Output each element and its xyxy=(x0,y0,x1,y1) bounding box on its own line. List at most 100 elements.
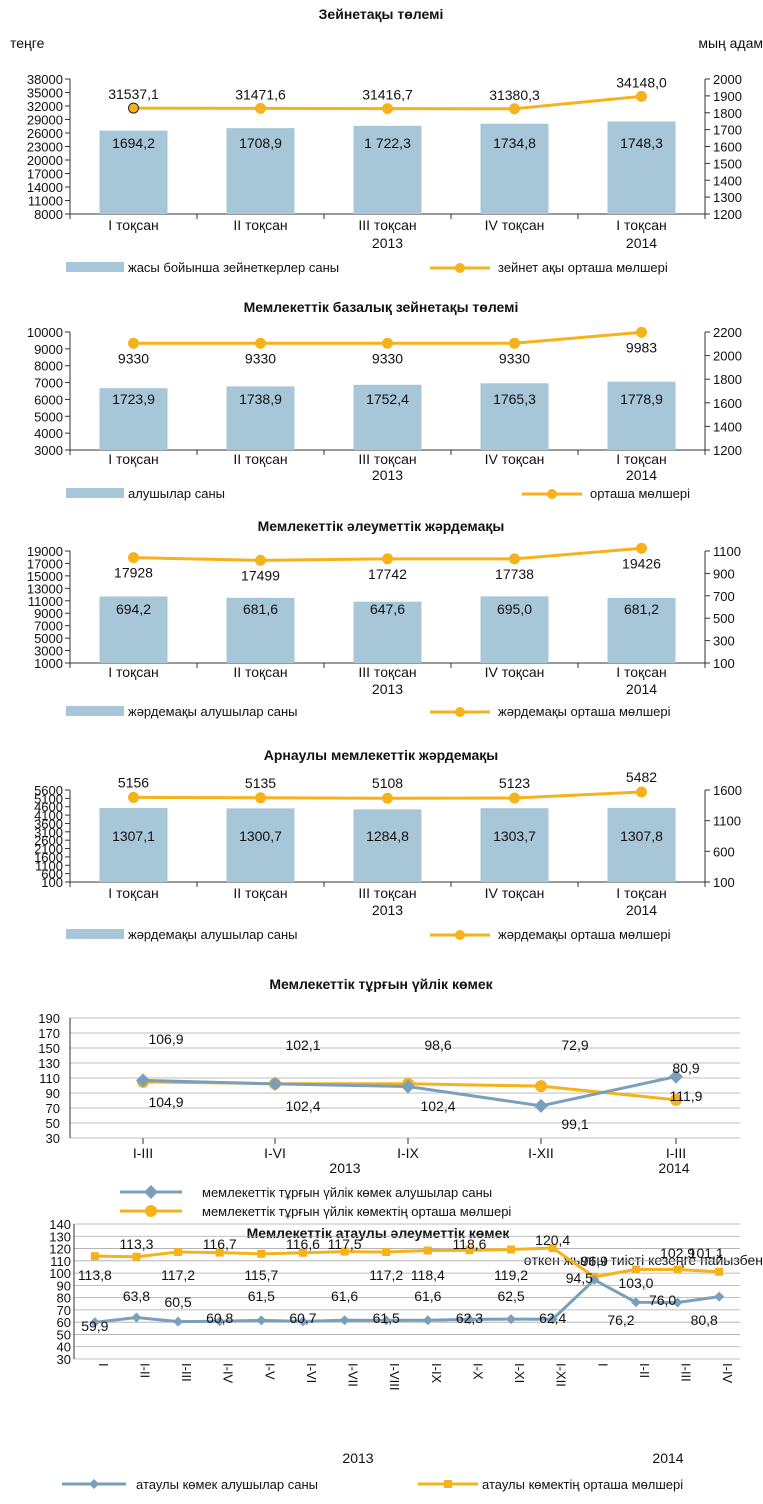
orange-data-label: 116,7 xyxy=(203,1236,237,1252)
y-tick-label: 50 xyxy=(57,1327,71,1342)
line-point xyxy=(382,553,393,565)
chart-3: Мемлекеттік әлеуметтік жәрдемақы 10003000… xyxy=(27,518,741,719)
line-label: 34148,0 xyxy=(616,74,667,90)
line-point xyxy=(255,554,266,566)
bar xyxy=(226,128,295,214)
bar xyxy=(607,121,676,214)
category-label: I тоқсан xyxy=(108,217,158,233)
line-point xyxy=(128,791,139,803)
bar-label: 1708,9 xyxy=(239,135,282,151)
right-tick-label: 700 xyxy=(713,589,735,604)
blue-point xyxy=(506,1314,517,1325)
chart-6: Мемлекеттік атаулы әлеуметтік көмек өткен… xyxy=(49,1217,763,1492)
bar xyxy=(353,125,422,214)
y-tick-label: 190 xyxy=(38,1011,60,1026)
left-tick-label: 3000 xyxy=(34,644,63,659)
right-tick-label: 300 xyxy=(713,634,735,649)
blue-data-label: 62,3 xyxy=(456,1310,483,1326)
bar-label: 1738,9 xyxy=(239,391,282,407)
bar-label: 1734,8 xyxy=(493,135,536,151)
right-tick-label: 1500 xyxy=(713,156,742,171)
blue-data-label: 61,6 xyxy=(414,1288,441,1304)
blue-data-label: 61,5 xyxy=(248,1288,275,1304)
category-label: I-IX xyxy=(429,1363,444,1384)
blue-data-label: 102,1 xyxy=(285,1037,320,1053)
line-point xyxy=(636,90,647,102)
orange-data-label: 113,8 xyxy=(78,1267,112,1283)
orange-data-label: 102,9 xyxy=(660,1245,695,1261)
bar xyxy=(480,383,549,450)
blue-point xyxy=(131,1312,142,1323)
left-tick-label: 29000 xyxy=(27,113,63,128)
left-tick-label: 15000 xyxy=(27,569,63,584)
bar xyxy=(353,384,422,450)
bar-label: 695,0 xyxy=(497,601,532,617)
orange-data-label: 80,9 xyxy=(672,1060,699,1076)
left-tick-label: 14000 xyxy=(27,180,63,195)
chart-2: Мемлекеттік базалық зейнетақы төлемі 3000… xyxy=(27,299,742,501)
line-label: 9330 xyxy=(372,350,403,366)
left-tick-label: 19000 xyxy=(27,544,63,559)
right-tick-label: 1600 xyxy=(713,783,742,798)
left-tick-label: 1100 xyxy=(35,858,63,873)
right-tick-label: 1700 xyxy=(713,123,742,138)
orange-data-label: 115,7 xyxy=(244,1267,278,1283)
legend-blue-marker xyxy=(144,1185,158,1199)
left-tick-label: 13000 xyxy=(27,581,63,596)
orange-point xyxy=(132,1252,141,1261)
line-point xyxy=(382,103,393,115)
line-point xyxy=(128,552,139,564)
line-point xyxy=(509,103,520,115)
category-label: I тоқсан xyxy=(616,217,666,233)
blue-point xyxy=(268,1076,282,1091)
left-tick-label: 4000 xyxy=(34,426,63,441)
category-label: IV тоқсан xyxy=(485,217,545,233)
legend-line-marker xyxy=(455,263,465,273)
orange-point xyxy=(215,1248,224,1257)
legend-label: жәрдемақы орташа мөлшері xyxy=(498,927,671,942)
left-tick-label: 3600 xyxy=(34,816,63,831)
left-unit-label: теңге xyxy=(10,35,45,51)
blue-point xyxy=(256,1315,267,1326)
legend-label: жәрдемақы алушылар саны xyxy=(128,704,297,719)
y-tick-label: 30 xyxy=(57,1352,71,1367)
line-label: 31416,7 xyxy=(362,87,413,103)
bar-label: 1 722,3 xyxy=(364,135,411,151)
category-label: I тоқсан xyxy=(108,885,158,901)
blue-data-label: 62,4 xyxy=(539,1310,566,1326)
right-tick-label: 1100 xyxy=(713,814,741,829)
category-label: I тоқсан xyxy=(616,451,666,467)
bar-label: 1303,7 xyxy=(493,828,536,844)
orange-point xyxy=(423,1246,432,1255)
year-label: 2014 xyxy=(626,235,657,251)
left-tick-label: 2100 xyxy=(34,842,63,857)
orange-data-label: 119,2 xyxy=(494,1267,528,1283)
blue-data-label: 111,9 xyxy=(670,1088,703,1104)
year-label: 2014 xyxy=(652,1450,683,1466)
legend-bar-swatch xyxy=(66,706,124,716)
y-tick-label: 140 xyxy=(49,1217,71,1232)
orange-point xyxy=(382,1247,391,1256)
blue-point xyxy=(173,1316,184,1327)
blue-point xyxy=(464,1314,475,1325)
year-label: 2014 xyxy=(626,902,657,918)
line-point xyxy=(255,792,266,804)
legend-orange-marker xyxy=(444,1480,452,1488)
category-label: II тоқсан xyxy=(233,885,287,901)
bar-label: 694,2 xyxy=(116,601,151,617)
legend-bar-swatch xyxy=(66,488,124,498)
orange-data-label: 116,6 xyxy=(286,1236,320,1252)
left-tick-label: 20000 xyxy=(27,153,63,168)
orange-point xyxy=(257,1249,266,1258)
blue-point xyxy=(589,1274,600,1285)
legend-label: жәрдемақы алушылар саны xyxy=(128,927,297,942)
blue-point xyxy=(136,1073,150,1088)
bar xyxy=(607,807,676,882)
blue-data-label: 60,8 xyxy=(206,1310,233,1326)
legend-label: зейнет ақы орташа мөлшері xyxy=(498,260,668,275)
right-tick-label: 2000 xyxy=(713,72,742,87)
bar xyxy=(480,596,549,663)
line-label: 9983 xyxy=(626,339,657,355)
